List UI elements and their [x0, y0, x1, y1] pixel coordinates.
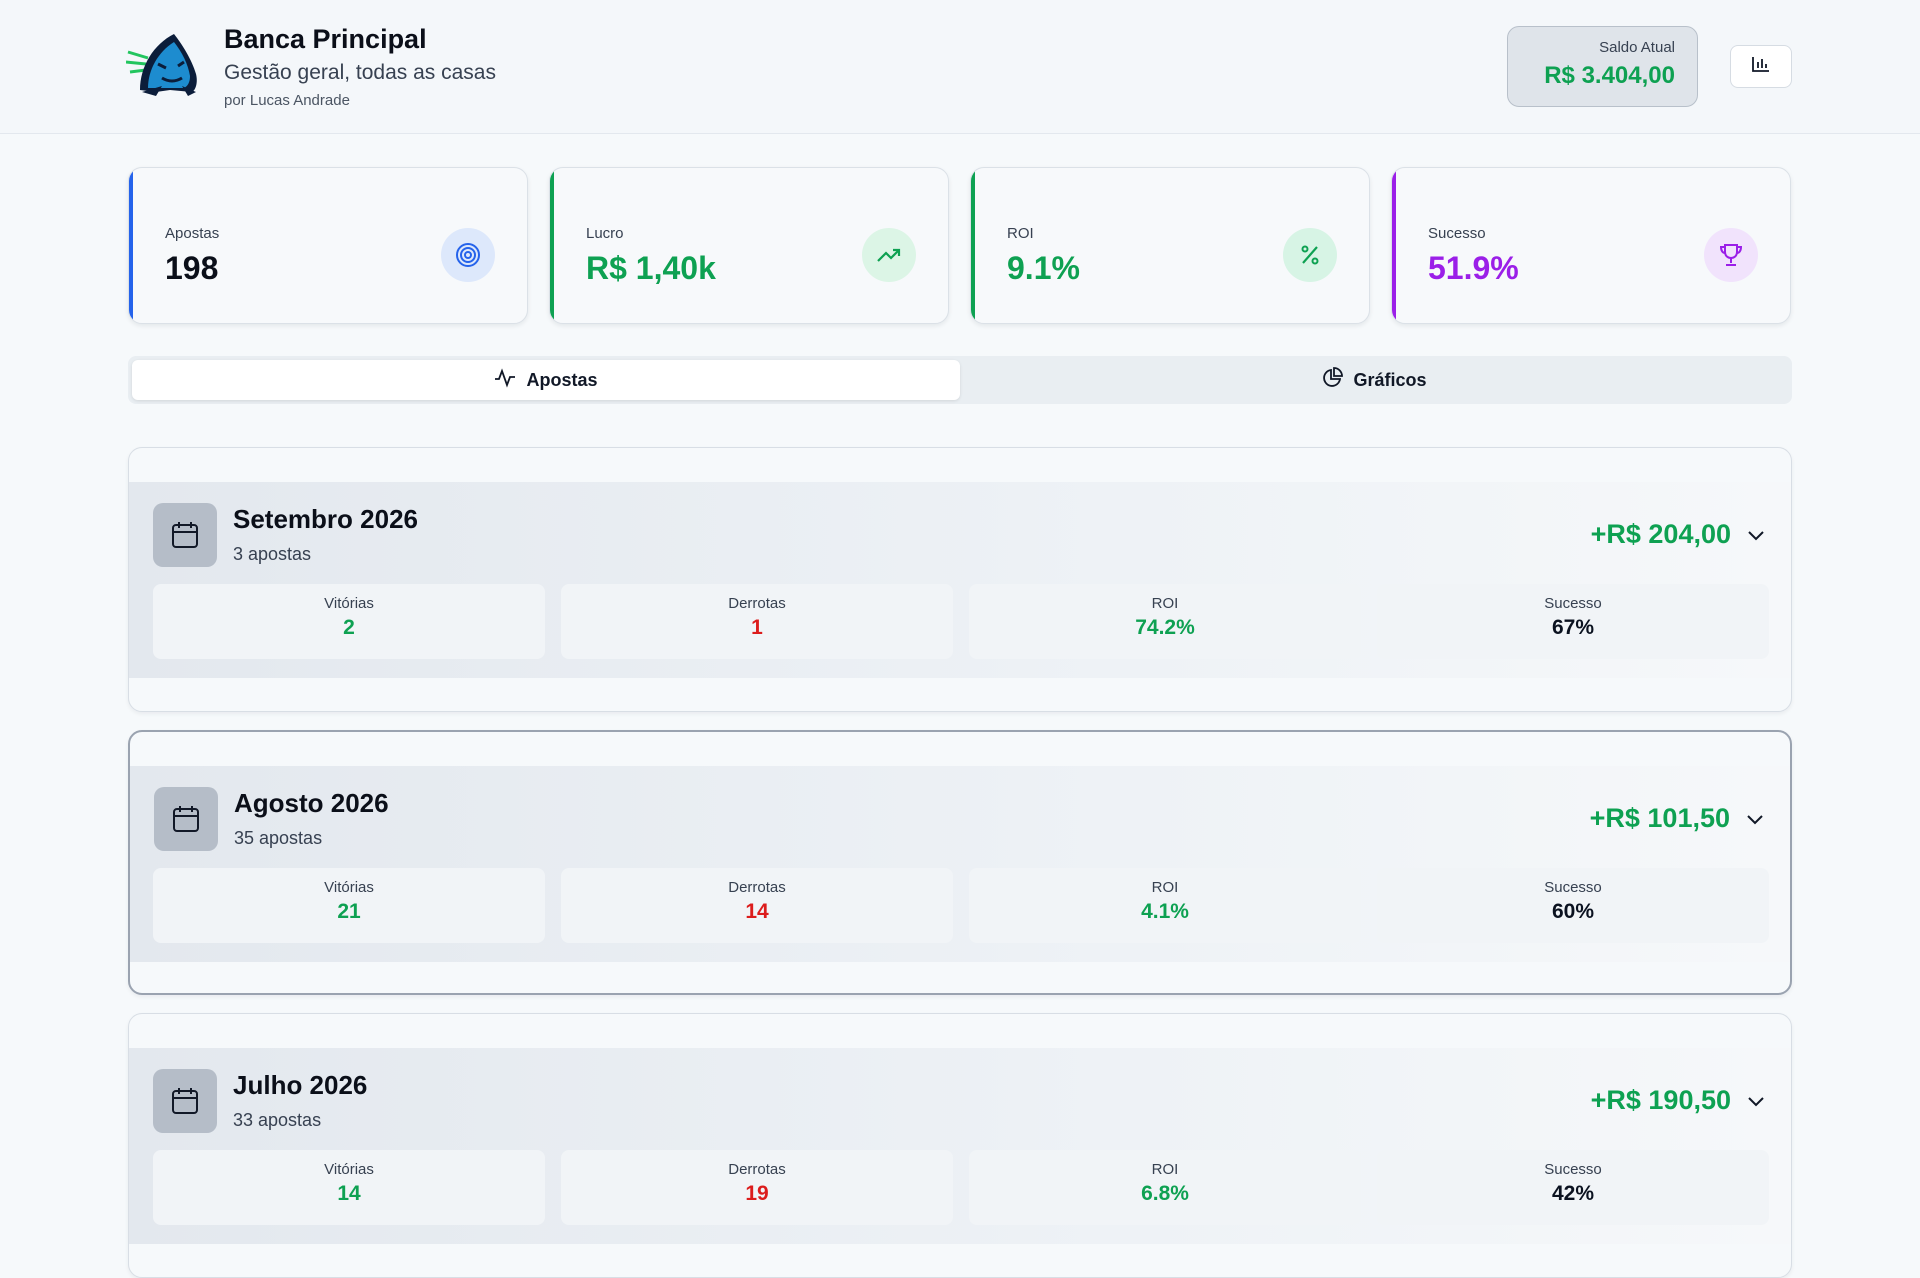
metric-value: 42% [1551, 1182, 1595, 1205]
metric-value: 14 [337, 1182, 361, 1205]
month-title: Setembro 2026 [233, 504, 418, 534]
stat-value: 198 [165, 250, 219, 286]
card-accent [550, 168, 554, 323]
trophy-icon [1704, 228, 1758, 282]
month-profit: +R$ 204,00 [1590, 519, 1731, 549]
month-card-julho[interactable]: Julho 2026 33 apostas +R$ 190,50 Vitória… [128, 1013, 1792, 1278]
stat-card-lucro: Lucro R$ 1,40k [549, 167, 949, 324]
metric-roi: ROI 4.1% [969, 868, 1361, 943]
calendar-icon [153, 1069, 217, 1133]
app-header: Banca Principal Gestão geral, todas as c… [0, 0, 1920, 134]
metric-value: 1 [751, 616, 763, 639]
brand-title: Banca Principal [224, 24, 427, 54]
target-icon [441, 228, 495, 282]
tab-graficos[interactable]: Gráficos [960, 360, 1788, 400]
stat-value: 9.1% [1007, 250, 1080, 286]
stat-label: Lucro [586, 225, 624, 242]
metric-label: Vitórias [324, 1161, 374, 1178]
metric-value: 74.2% [1135, 616, 1195, 639]
percent-icon [1283, 228, 1337, 282]
metric-value: 67% [1551, 616, 1595, 639]
metric-roi: ROI 74.2% [969, 584, 1361, 659]
metric-value: 60% [1551, 900, 1595, 923]
tab-label: Gráficos [1353, 369, 1427, 390]
month-card-setembro[interactable]: Setembro 2026 3 apostas +R$ 204,00 Vitór… [128, 447, 1792, 712]
calendar-icon [154, 787, 218, 851]
brand-subtitle: Gestão geral, todas as casas [224, 61, 496, 84]
chevron-down-icon[interactable] [1747, 528, 1765, 542]
metric-label: Derrotas [728, 595, 786, 612]
metric-roi: ROI 6.8% [969, 1150, 1361, 1225]
stat-label: Sucesso [1428, 225, 1486, 242]
metric-label: Vitórias [324, 595, 374, 612]
month-bet-count: 35 apostas [234, 828, 323, 848]
stat-value: 51.9% [1428, 250, 1519, 286]
stat-value: R$ 1,40k [586, 250, 716, 286]
stat-card-roi: ROI 9.1% [970, 167, 1370, 324]
month-summary: Setembro 2026 3 apostas +R$ 204,00 Vitór… [129, 482, 1791, 678]
trending-up-icon [862, 228, 916, 282]
month-summary: Julho 2026 33 apostas +R$ 190,50 Vitória… [129, 1048, 1791, 1244]
metric-sucesso: Sucesso 60% [1377, 868, 1769, 943]
metric-label: Derrotas [728, 879, 786, 896]
stat-label: Apostas [165, 225, 220, 242]
calendar-icon [153, 503, 217, 567]
stat-card-sucesso: Sucesso 51.9% [1391, 167, 1791, 324]
month-title: Agosto 2026 [234, 788, 389, 818]
metric-label: Derrotas [728, 1161, 786, 1178]
shark-logo [125, 30, 212, 96]
stats-chart-button[interactable] [1730, 45, 1792, 88]
metric-sucesso: Sucesso 42% [1377, 1150, 1769, 1225]
card-accent [129, 168, 133, 323]
chevron-down-icon[interactable] [1747, 1094, 1765, 1108]
metric-derrotas: Derrotas 19 [561, 1150, 953, 1225]
stat-label: ROI [1007, 225, 1034, 242]
month-profit: +R$ 190,50 [1590, 1085, 1731, 1115]
metric-label: Sucesso [1544, 879, 1602, 896]
metric-label: ROI [1151, 879, 1179, 896]
metric-label: ROI [1151, 595, 1179, 612]
metric-label: ROI [1151, 1161, 1179, 1178]
activity-icon [494, 367, 516, 393]
month-profit: +R$ 101,50 [1589, 803, 1730, 833]
metric-value: 14 [745, 900, 769, 923]
balance-label: Saldo Atual [1599, 39, 1675, 56]
chevron-down-icon[interactable] [1746, 812, 1764, 826]
metric-label: Sucesso [1544, 1161, 1602, 1178]
month-title: Julho 2026 [233, 1070, 368, 1100]
bar-chart-icon [1751, 55, 1771, 78]
pie-chart-icon [1321, 366, 1344, 394]
view-tabs: Apostas Gráficos [128, 356, 1792, 404]
month-summary: Agosto 2026 35 apostas +R$ 101,50 Vitóri… [130, 766, 1790, 962]
metric-vitorias: Vitórias 21 [153, 868, 545, 943]
brand-author: por Lucas Andrade [224, 92, 350, 109]
metric-sucesso: Sucesso 67% [1377, 584, 1769, 659]
month-bet-count: 33 apostas [233, 1110, 322, 1130]
metric-derrotas: Derrotas 14 [561, 868, 953, 943]
metric-value: 4.1% [1141, 900, 1189, 923]
metric-value: 21 [337, 900, 361, 923]
month-bet-count: 3 apostas [233, 544, 312, 564]
balance-value: R$ 3.404,00 [1544, 62, 1675, 89]
card-accent [1392, 168, 1396, 323]
stat-card-apostas: Apostas 198 [128, 167, 528, 324]
balance-card: Saldo Atual R$ 3.404,00 [1507, 26, 1698, 107]
metric-value: 19 [745, 1182, 769, 1205]
month-card-agosto[interactable]: Agosto 2026 35 apostas +R$ 101,50 Vitóri… [128, 730, 1792, 995]
metric-derrotas: Derrotas 1 [561, 584, 953, 659]
tab-apostas[interactable]: Apostas [132, 360, 960, 400]
card-accent [971, 168, 975, 323]
metric-value: 2 [343, 616, 355, 639]
metric-value: 6.8% [1141, 1182, 1189, 1205]
metric-vitorias: Vitórias 14 [153, 1150, 545, 1225]
metric-label: Vitórias [324, 879, 374, 896]
tab-label: Apostas [526, 369, 598, 390]
metric-label: Sucesso [1544, 595, 1602, 612]
metric-vitorias: Vitórias 2 [153, 584, 545, 659]
